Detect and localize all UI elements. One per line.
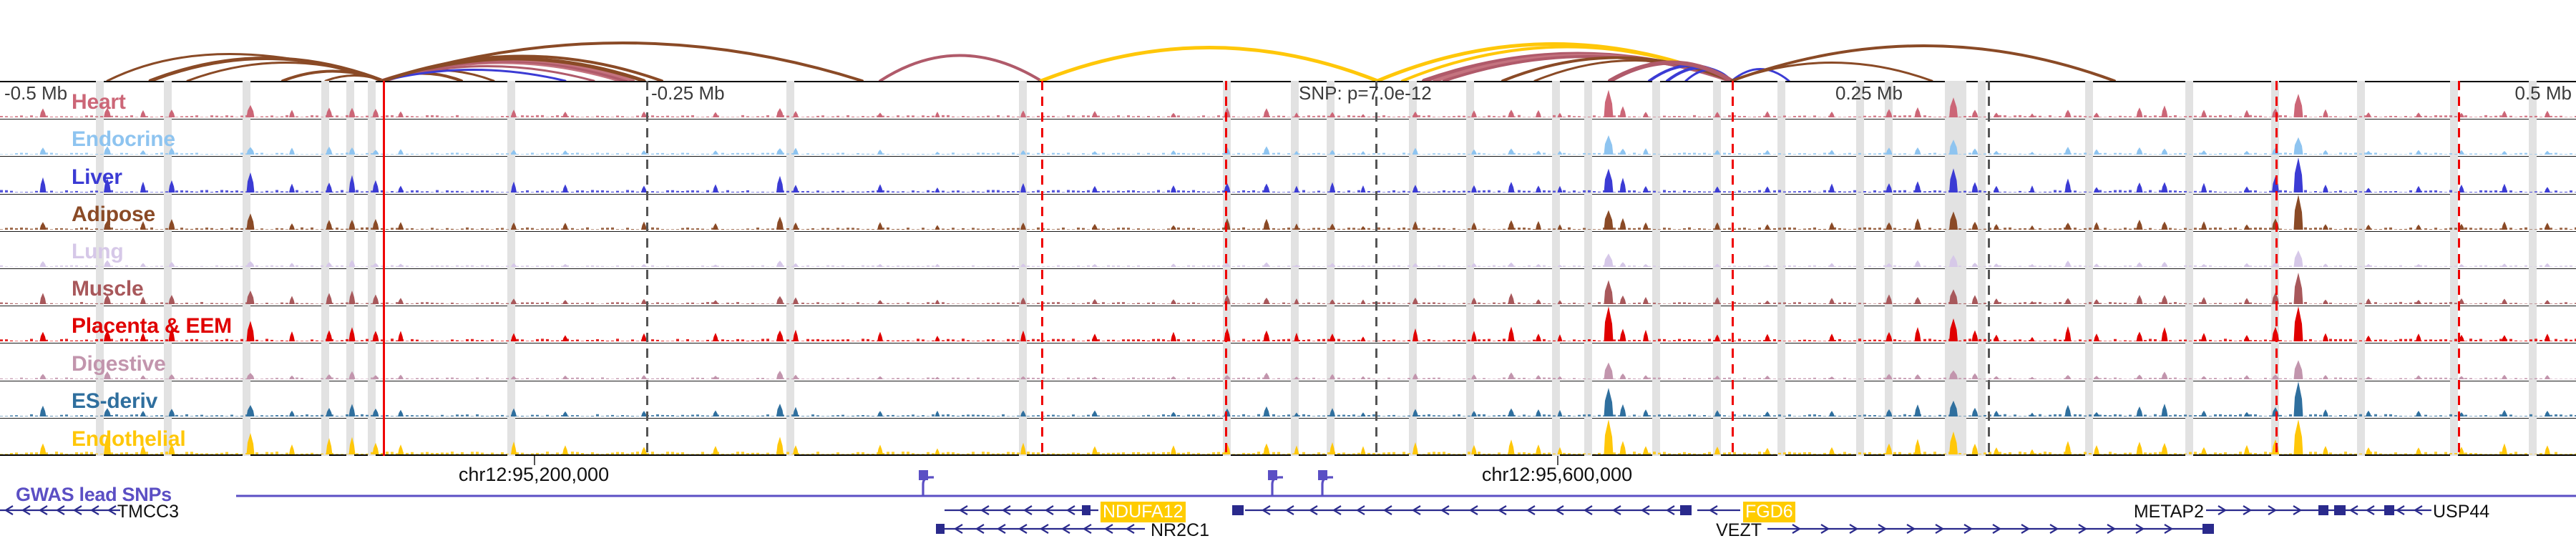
- gwas-lead-snps-label: GWAS lead SNPs: [16, 484, 172, 505]
- signal-profile: [0, 194, 2576, 231]
- signal-profile: [0, 269, 2576, 306]
- gene-label-fgd6[interactable]: FGD6: [1743, 502, 1795, 522]
- axis-label-quarter-left: -0.25 Mb: [651, 82, 725, 104]
- axis-label-quarter-right: 0.25 Mb: [1835, 82, 1903, 104]
- arc-svg: [106, 42, 2116, 81]
- coord-tick-left: [534, 456, 535, 465]
- signal-track-endocrine[interactable]: Endocrine: [0, 120, 2576, 157]
- gene-annotation-track: TMCC3 NDUFA12 FGD6 METAP2 USP44 NR2C1 VE…: [0, 497, 2576, 540]
- track-label: Digestive: [72, 351, 166, 376]
- signal-profile: [0, 306, 2576, 343]
- track-label: Muscle: [72, 277, 144, 301]
- gene-label-ndufa12[interactable]: NDUFA12: [1101, 502, 1186, 522]
- signal-track-endothelial[interactable]: Endothelial: [0, 419, 2576, 456]
- axis-label-left: -0.5 Mb: [4, 82, 68, 104]
- gwas-lead-snp-track: [0, 456, 2576, 500]
- signal-profile: [0, 343, 2576, 380]
- coord-tick-right: [1557, 456, 1558, 465]
- signal-track-digestive[interactable]: Digestive: [0, 343, 2576, 381]
- signal-track-es-deriv[interactable]: ES-deriv: [0, 381, 2576, 419]
- gene-label-tmcc3[interactable]: TMCC3: [117, 502, 179, 522]
- signal-profile: [0, 419, 2576, 456]
- track-label: Endocrine: [72, 127, 175, 152]
- axis-label-snp-pvalue: SNP: p=7.0e-12: [1299, 82, 1432, 104]
- gwas-svg: [236, 470, 2576, 497]
- signal-track-liver[interactable]: Liver: [0, 157, 2576, 195]
- signal-profile: [0, 232, 2576, 268]
- gene-label-metap2[interactable]: METAP2: [2133, 502, 2204, 522]
- signal-profile: [0, 120, 2576, 156]
- signal-track-muscle[interactable]: Muscle: [0, 269, 2576, 307]
- track-label: Placenta & EEM: [72, 314, 232, 338]
- track-label: Adipose: [72, 202, 155, 226]
- signal-track-adipose[interactable]: Adipose: [0, 194, 2576, 232]
- gene-label-nr2c1[interactable]: NR2C1: [1151, 520, 1209, 540]
- signal-track-placenta-eem[interactable]: Placenta & EEM: [0, 306, 2576, 344]
- track-label: Lung: [72, 239, 124, 263]
- coord-label-right: chr12:95,600,000: [1481, 464, 1633, 485]
- coord-label-left: chr12:95,200,000: [458, 464, 610, 485]
- gene-label-vezt[interactable]: VEZT: [1716, 520, 1762, 540]
- track-label: Liver: [72, 165, 122, 189]
- gene-label-usp44[interactable]: USP44: [2433, 502, 2490, 522]
- signal-track-lung[interactable]: Lung: [0, 232, 2576, 269]
- track-label: Endothelial: [72, 427, 186, 451]
- axis-label-right: 0.5 Mb: [2514, 82, 2572, 104]
- chromatin-interaction-arcs-panel: [0, 0, 2576, 81]
- genomic-coordinate-axis: chr12:95,200,000 chr12:95,600,000: [0, 456, 2576, 485]
- signal-profile: [0, 381, 2576, 418]
- gene-svg: [0, 505, 2431, 534]
- track-label: ES-deriv: [72, 389, 158, 413]
- axis-tick-label-row: -0.5 Mb -0.25 Mb SNP: p=7.0e-12 0.25 Mb …: [0, 81, 2576, 105]
- signal-track-stack: Heart Endocrine Liver Adipose Lung Muscle Plac…: [0, 81, 2576, 456]
- signal-profile: [0, 157, 2576, 193]
- signal-profile: [0, 82, 2576, 119]
